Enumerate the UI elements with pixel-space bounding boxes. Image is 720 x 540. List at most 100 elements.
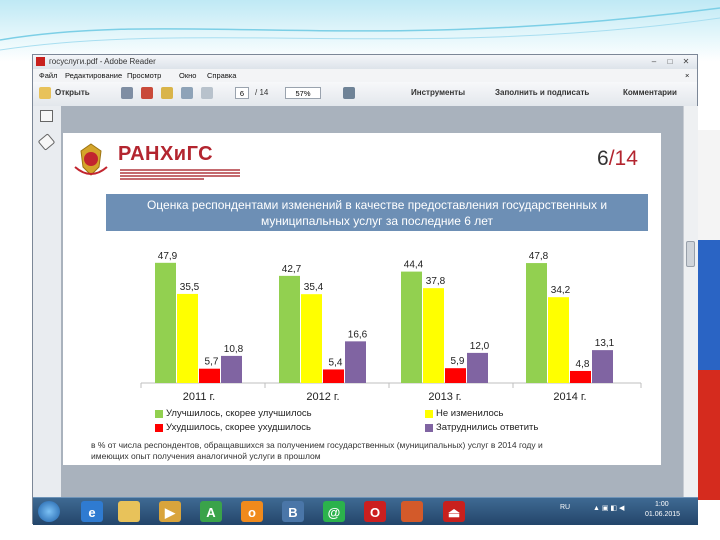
title-bar: госуслуги.pdf - Adobe Reader – □ ✕: [33, 55, 697, 69]
edit-icon[interactable]: [161, 87, 173, 99]
opera-icon[interactable]: O: [364, 501, 386, 522]
create-pdf-icon[interactable]: [141, 87, 153, 99]
bar: [570, 370, 591, 383]
legend-swatch: [155, 424, 163, 432]
bar: [548, 297, 569, 383]
category-label: 2011 г.: [183, 391, 215, 403]
bar: [279, 275, 300, 383]
window-title: госуслуги.pdf - Adobe Reader: [49, 57, 156, 66]
tray-icons[interactable]: ▲ ▣ ◧ ◀: [593, 505, 625, 512]
attachments-icon[interactable]: [37, 133, 56, 151]
bar: [401, 271, 422, 383]
legend-swatch: [155, 410, 163, 418]
odnoklassniki-icon[interactable]: o: [241, 501, 263, 522]
bar: [301, 294, 322, 383]
bar: [155, 262, 176, 383]
vkontakte-icon[interactable]: B: [282, 501, 304, 522]
zoom-select[interactable]: 57%: [285, 87, 321, 99]
close-icon[interactable]: ✕: [682, 57, 690, 66]
bar-value-label: 47,8: [529, 251, 549, 262]
fill-and-sign-button[interactable]: Заполнить и подписать: [495, 88, 590, 97]
bar: [467, 352, 488, 383]
legend-swatch: [425, 410, 433, 418]
menu-edit[interactable]: Редактирование: [65, 71, 123, 80]
language-indicator[interactable]: RU: [560, 504, 571, 511]
menu-view[interactable]: Просмотр: [127, 71, 162, 80]
bar-value-label: 10,8: [224, 344, 244, 355]
email-icon[interactable]: [181, 87, 193, 99]
save-icon[interactable]: [201, 87, 213, 99]
start-button-icon[interactable]: [38, 501, 60, 522]
menu-window[interactable]: Окно: [179, 71, 197, 80]
chart-title-banner: Оценка респондентами изменений в качеств…: [106, 194, 648, 231]
bar-value-label: 5,4: [329, 357, 343, 368]
adobe-reader-taskbar-icon[interactable]: ⏏: [443, 501, 465, 522]
chart-footnote: в % от числа респондентов, обращавшихся …: [91, 440, 651, 462]
slide-wave-decoration: [0, 7, 720, 51]
bar: [445, 368, 466, 383]
comments-button[interactable]: Комментарии: [623, 88, 677, 97]
bar: [199, 368, 220, 383]
page-total: / 14: [255, 88, 269, 97]
slide-page-number: 6/14: [597, 147, 638, 171]
bar-value-label: 12,0: [470, 341, 490, 352]
chart-title-line-1: Оценка респондентами изменений в качеств…: [146, 198, 608, 212]
bar-value-label: 4,8: [576, 359, 590, 370]
footnote-line-2: имеющих опыт получения аналогичной услуг…: [91, 451, 321, 461]
scrollbar-thumb[interactable]: [686, 241, 695, 267]
bar-chart: 47,9 35,5 5,7 10,8 2011 г. 42,735,4 5,4 16,6 201…: [140, 251, 642, 403]
toolbar: Открыть 6 / 14 57% Инструменты Заполнить…: [33, 82, 697, 107]
bar-value-label: 47,9: [158, 251, 178, 262]
chart-title-line-2: муниципальных услуг за последние 6 лет: [260, 214, 494, 228]
bar-value-label: 34,2: [551, 285, 571, 296]
open-folder-icon[interactable]: [39, 87, 51, 99]
windows-taskbar: e ▶ A o B @ O ⏏ RU ▲ ▣ ◧ ◀ 1:00 01.06.20…: [33, 497, 698, 525]
bar: [221, 355, 242, 383]
icq-icon[interactable]: @: [323, 501, 345, 522]
bar-value-label: 42,7: [282, 264, 302, 275]
navigation-sidebar: [33, 106, 62, 523]
slide-page-separator: /: [608, 147, 615, 170]
slide-page-current: 6: [597, 147, 609, 170]
bar-value-label: 35,4: [304, 282, 324, 293]
bar-value-label: 13,1: [595, 338, 615, 349]
menu-file[interactable]: Файл: [39, 71, 58, 80]
legend-swatch: [425, 424, 433, 432]
page-thumbnails-icon[interactable]: [40, 110, 53, 122]
bar-value-label: 5,9: [451, 356, 465, 367]
print-icon[interactable]: [121, 87, 133, 99]
vertical-scrollbar[interactable]: [683, 106, 698, 497]
slide-page-total: 14: [614, 147, 638, 170]
menu-help[interactable]: Справка: [207, 71, 237, 80]
menu-bar: Файл Редактирование Просмотр Окно Справк…: [33, 69, 697, 82]
presentation-app-icon[interactable]: [401, 501, 423, 522]
media-player-icon[interactable]: ▶: [159, 501, 181, 522]
internet-explorer-icon[interactable]: e: [81, 501, 103, 522]
pdf-app-icon: [36, 57, 45, 66]
bar: [526, 263, 547, 383]
minimize-icon[interactable]: –: [651, 57, 657, 66]
open-button[interactable]: Открыть: [55, 88, 90, 97]
file-explorer-icon[interactable]: [118, 501, 140, 522]
bar-value-label: 35,5: [180, 282, 200, 293]
bar: [323, 369, 344, 383]
maximize-icon[interactable]: □: [667, 57, 673, 66]
ranepa-logo: РАНХиГС: [118, 143, 214, 165]
pdf-page: РАНХиГС 6/14 Оценка респондентами измене…: [63, 133, 661, 465]
bar: [592, 350, 613, 383]
clock-date[interactable]: 01.06.2015: [645, 511, 681, 518]
app-a-icon[interactable]: A: [200, 501, 222, 522]
clock-time[interactable]: 1:00: [655, 501, 669, 508]
bar: [177, 293, 198, 383]
legend-label: Улучшилось, скорее улучшилось: [166, 408, 312, 419]
footnote-line-1: в % от числа респондентов, обращавшихся …: [91, 440, 543, 450]
bar-value-label: 44,4: [404, 260, 424, 271]
ranepa-emblem-icon: [74, 143, 108, 176]
close-document-icon[interactable]: ×: [685, 71, 690, 80]
bar-value-label: 37,8: [426, 276, 446, 287]
page-number-input[interactable]: 6: [235, 87, 249, 99]
category-label: 2012 г.: [306, 391, 339, 403]
category-label: 2014 г.: [553, 391, 586, 403]
tools-button[interactable]: Инструменты: [411, 88, 466, 97]
tools-pointer-icon[interactable]: [343, 87, 355, 99]
